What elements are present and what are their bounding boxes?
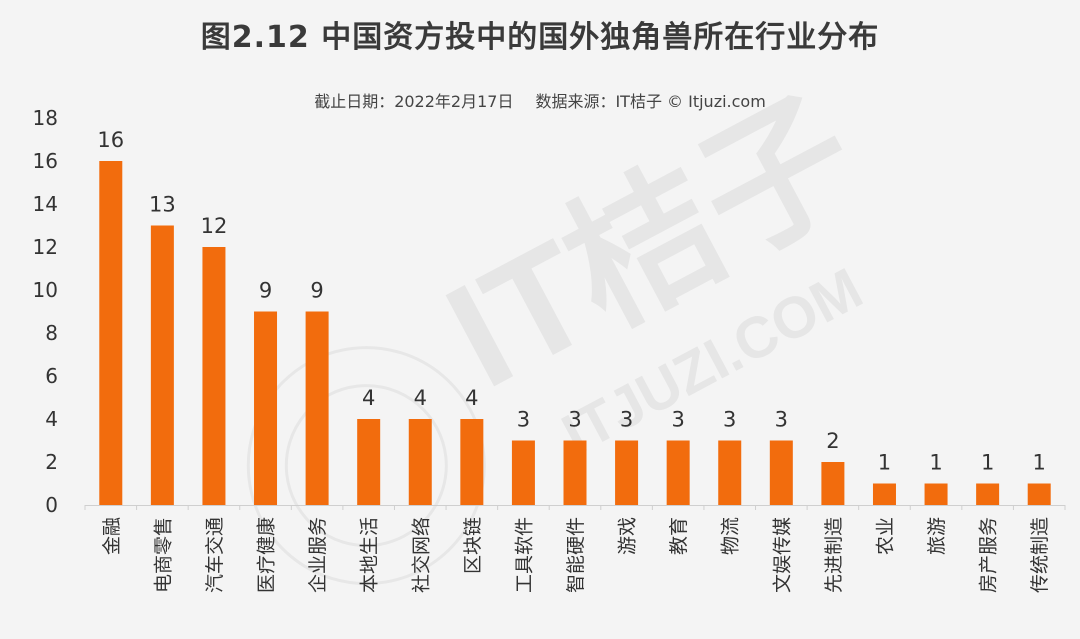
data-label: 3: [620, 408, 633, 432]
bar: [872, 483, 896, 505]
y-tick-label: 4: [45, 407, 58, 431]
bar: [511, 440, 535, 505]
y-tick-label: 8: [45, 321, 58, 345]
category-label: 汽车交通: [204, 517, 226, 593]
data-source: 数据来源：IT桔子 © Itjuzi.com: [535, 92, 766, 111]
data-label: 4: [362, 386, 375, 410]
category-label: 电商零售: [152, 517, 174, 593]
category-label: 企业服务: [307, 517, 329, 593]
category-label: 传统制造: [1029, 517, 1051, 593]
category-label: 区块链: [462, 517, 484, 574]
category-label: 文娱传媒: [771, 517, 793, 593]
category-label: 社交网络: [410, 517, 432, 593]
bar: [357, 419, 381, 505]
category-label: 房产服务: [978, 517, 1000, 593]
y-tick-label: 16: [33, 149, 58, 173]
y-tick-label: 12: [33, 235, 58, 259]
bar: [460, 419, 484, 505]
bar: [1027, 483, 1051, 505]
data-label: 12: [201, 214, 228, 238]
bar: [924, 483, 948, 505]
data-label: 1: [981, 451, 994, 475]
chart-title: 图2.12 中国资方投中的国外独角兽所在行业分布: [200, 20, 880, 55]
bar: [769, 440, 793, 505]
y-tick-label: 10: [33, 278, 58, 302]
bar: [99, 161, 123, 505]
y-tick-label: 18: [33, 106, 58, 130]
data-label: 9: [259, 279, 272, 303]
category-label: 先进制造: [823, 517, 845, 593]
bar: [408, 419, 432, 505]
data-label: 1: [929, 451, 942, 475]
data-label: 1: [878, 451, 891, 475]
y-tick-label: 0: [45, 493, 58, 517]
bar: [254, 311, 278, 505]
category-label: 游戏: [617, 517, 639, 555]
data-label: 2: [826, 429, 839, 453]
category-label: 医疗健康: [256, 517, 278, 593]
data-label: 16: [97, 128, 124, 152]
cutoff-date: 截止日期：2022年2月17日: [314, 92, 514, 111]
data-label: 3: [671, 408, 684, 432]
data-label: 3: [775, 408, 788, 432]
y-tick-label: 14: [33, 192, 58, 216]
bar: [202, 247, 226, 505]
y-tick-label: 2: [45, 450, 58, 474]
bar: [615, 440, 639, 505]
data-label: 4: [465, 386, 478, 410]
category-label: 物流: [720, 517, 742, 555]
data-label: 4: [414, 386, 427, 410]
chart-subtitle: 截止日期：2022年2月17日 数据来源：IT桔子 © Itjuzi.com: [0, 88, 1080, 112]
data-label: 3: [568, 408, 581, 432]
category-label: 教育: [668, 517, 690, 555]
bar: [976, 483, 1000, 505]
category-label: 本地生活: [359, 517, 381, 593]
bar: [305, 311, 329, 505]
data-label: 9: [310, 279, 323, 303]
category-label: 农业: [874, 517, 896, 555]
bar: [563, 440, 587, 505]
category-label: 旅游: [926, 517, 948, 555]
bar: [666, 440, 690, 505]
data-label: 1: [1033, 451, 1046, 475]
y-tick-label: 6: [45, 364, 58, 388]
category-label: 智能硬件: [565, 517, 587, 593]
bar: [150, 225, 174, 505]
data-label: 3: [517, 408, 530, 432]
category-label: 工具软件: [513, 517, 535, 593]
category-label: 金融: [101, 517, 123, 555]
data-label: 3: [723, 408, 736, 432]
bar: [718, 440, 742, 505]
data-label: 13: [149, 193, 176, 217]
bar: [821, 462, 845, 505]
